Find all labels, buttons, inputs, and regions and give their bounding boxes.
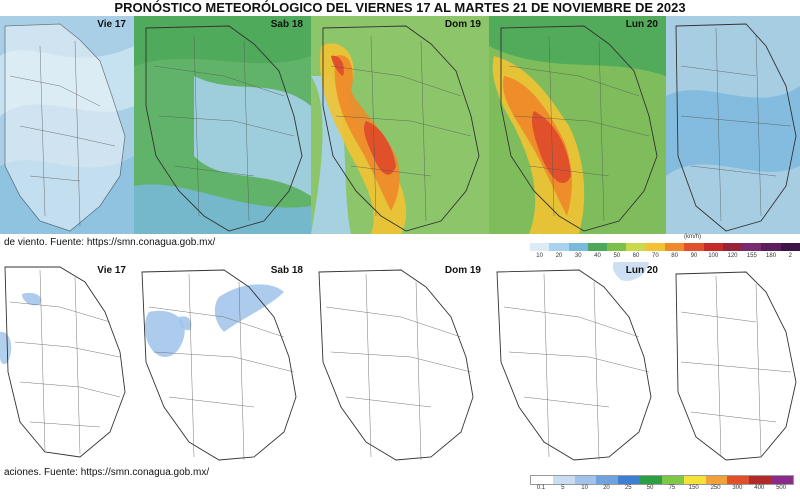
panel-label: Lun 20	[625, 19, 658, 30]
wind-scale-tick-label: 50	[613, 253, 621, 259]
rain-scale-cell	[749, 476, 772, 484]
rain-scale-tick-label: 5	[561, 485, 565, 491]
rain-map-dom-19: Dom 19	[311, 262, 489, 462]
wind-map-mar-21	[666, 16, 800, 234]
rain-scale-cell	[661, 476, 684, 484]
wind-scale-tick-label: 80	[671, 253, 678, 259]
rain-map-lun-20: Lun 20	[489, 262, 666, 462]
panel-label: Vie 17	[97, 19, 126, 30]
rain-forecast-row: Vie 17 Sab 18 Dom 19 Lun 20 ac	[0, 262, 800, 500]
rain-scale-tick-label: 150	[688, 485, 699, 491]
wind-scale-cell	[607, 243, 627, 251]
wind-source-caption: de viento. Fuente: https://smn.conagua.g…	[4, 237, 216, 248]
wind-scale-cell	[684, 243, 704, 251]
rain-map-vie-17-graphic	[0, 266, 126, 458]
rain-scale-tick-label: 20	[603, 485, 610, 491]
rain-color-scale: 0.1 5 10 20 25 50 75 150 250 300 400 500	[514, 466, 800, 496]
wind-color-scale: (km/h) 10 20 30 40 50 60 70 80 90 100 120 155 180 2	[514, 234, 800, 262]
rain-scale-cell	[552, 476, 575, 484]
page-title: PRONÓSTICO METEORÓLOGICO DEL VIERNES 17 …	[114, 0, 686, 15]
wind-scale-tick-label: 155	[746, 253, 757, 259]
rain-map-dom-19-graphic	[318, 269, 474, 461]
rain-map-vie-17: Vie 17	[0, 262, 134, 462]
wind-map-sab-18-graphic	[134, 16, 311, 234]
rain-scale-cell	[618, 476, 641, 484]
panel-label: Vie 17	[97, 265, 126, 276]
rain-scale-cell	[683, 476, 706, 484]
panel-label: Sab 18	[270, 19, 303, 30]
rain-scale-cell	[596, 476, 619, 484]
wind-map-vie-17-graphic	[0, 16, 134, 234]
wind-scale-cell	[549, 243, 569, 251]
wind-scale-cell	[626, 243, 646, 251]
rain-scale-cell	[771, 476, 793, 484]
wind-map-dom-19-graphic	[311, 16, 489, 234]
rain-map-lun-20-graphic	[496, 262, 652, 461]
wind-scale-cell	[703, 243, 723, 251]
rain-scale-cell	[574, 476, 597, 484]
wind-map-sab-18: Sab 18	[134, 16, 311, 234]
panel-label: Dom 19	[444, 265, 481, 276]
wind-scale-cell	[568, 243, 588, 251]
wind-scale-tick-label: 40	[594, 253, 601, 259]
rain-scale-tick-label: 300	[732, 485, 743, 491]
wind-scale-cell	[587, 243, 608, 251]
wind-scale-tick-label: 20	[555, 253, 563, 259]
wind-scale-tick-label: 10	[536, 253, 543, 259]
rain-scale-bar	[530, 475, 794, 485]
rain-scale-cell	[531, 476, 553, 484]
wind-scale-tick-label: 120	[727, 253, 738, 259]
wind-scale-cell	[645, 243, 665, 251]
rain-scale-tick-label: 75	[668, 485, 676, 491]
wind-scale-tick-label: 70	[652, 253, 659, 259]
rain-map-mar-21-graphic	[675, 271, 797, 461]
rain-scale-tick-label: 400	[754, 485, 765, 491]
panel-label: Lun 20	[625, 265, 658, 276]
wind-scale-cell	[530, 243, 550, 251]
wind-scale-bar	[530, 243, 800, 251]
wind-scale-tick-label: 30	[574, 253, 582, 259]
wind-scale-tick-label: 100	[708, 253, 719, 259]
wind-map-lun-20: Lun 20	[489, 16, 666, 234]
rain-scale-cell	[640, 476, 662, 484]
wind-forecast-row: Vie 17 Sab 18 Dom 19	[0, 16, 800, 262]
rain-scale-ticks: 0.1 5 10 20 25 50 75 150 250 300 400 500	[530, 485, 792, 495]
wind-scale-unit: (km/h)	[684, 234, 701, 240]
panel-label: Dom 19	[444, 19, 481, 30]
wind-map-lun-20-graphic	[489, 16, 666, 234]
wind-map-vie-17: Vie 17	[0, 16, 134, 234]
rain-map-mar-21	[666, 262, 800, 462]
wind-map-mar-21-graphic	[666, 16, 800, 234]
rain-map-sab-18-graphic	[141, 269, 297, 461]
wind-scale-cell	[761, 243, 781, 251]
rain-scale-tick-label: 50	[646, 485, 654, 491]
wind-scale-cell	[742, 243, 762, 251]
wind-scale-cell	[780, 243, 800, 251]
panel-label: Sab 18	[270, 265, 303, 276]
rain-scale-tick-label: 250	[710, 485, 721, 491]
wind-scale-tick-label: 90	[690, 253, 698, 259]
rain-scale-tick-label: 500	[776, 485, 787, 491]
rain-source-caption: aciones. Fuente: https://smn.conagua.gob…	[4, 467, 210, 478]
rain-scale-cell	[727, 476, 750, 484]
rain-scale-cell	[705, 476, 728, 484]
wind-scale-cell	[722, 243, 743, 251]
wind-scale-tick-label: 180	[766, 253, 777, 259]
rain-scale-tick-label: 0.1	[536, 485, 546, 491]
wind-scale-cell	[664, 243, 685, 251]
wind-scale-tick-label: 60	[632, 253, 640, 259]
rain-scale-tick-label: 25	[624, 485, 632, 491]
wind-map-dom-19: Dom 19	[311, 16, 489, 234]
wind-scale-tick-label: 2	[788, 253, 793, 259]
rain-map-sab-18: Sab 18	[134, 262, 311, 462]
wind-scale-ticks: 10 20 30 40 50 60 70 80 90 100 120 155 180 2	[530, 253, 800, 263]
rain-scale-tick-label: 10	[581, 485, 588, 491]
